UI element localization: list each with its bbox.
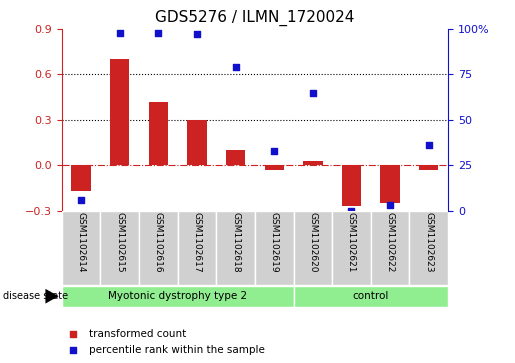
Point — [424, 142, 433, 148]
Text: GSM1102622: GSM1102622 — [386, 212, 394, 272]
Title: GDS5276 / ILMN_1720024: GDS5276 / ILMN_1720024 — [155, 10, 355, 26]
Bar — [62, 211, 100, 285]
Text: GSM1102621: GSM1102621 — [347, 212, 356, 273]
Bar — [62, 286, 294, 307]
Text: transformed count: transformed count — [89, 329, 186, 339]
Text: control: control — [353, 291, 389, 301]
Text: GSM1102618: GSM1102618 — [231, 212, 240, 273]
Text: disease state: disease state — [3, 291, 67, 301]
Point — [193, 32, 201, 37]
Point — [270, 148, 278, 154]
Polygon shape — [45, 289, 59, 303]
Text: Myotonic dystrophy type 2: Myotonic dystrophy type 2 — [108, 291, 247, 301]
Bar — [303, 160, 322, 165]
Bar — [255, 211, 294, 285]
Bar — [110, 59, 129, 165]
Point — [115, 30, 124, 36]
Bar — [419, 165, 438, 170]
Point — [386, 202, 394, 208]
Text: GSM1102614: GSM1102614 — [77, 212, 85, 273]
Text: GSM1102620: GSM1102620 — [308, 212, 317, 273]
Bar — [139, 211, 178, 285]
Bar — [178, 211, 216, 285]
Bar — [265, 165, 284, 170]
Point — [69, 331, 77, 337]
Bar — [409, 211, 448, 285]
Bar — [100, 211, 139, 285]
Point — [309, 90, 317, 95]
Text: GSM1102615: GSM1102615 — [115, 212, 124, 273]
Point — [347, 208, 355, 213]
Text: GSM1102617: GSM1102617 — [193, 212, 201, 273]
Bar — [294, 211, 332, 285]
Bar — [342, 165, 361, 206]
Bar — [149, 102, 168, 165]
Point — [77, 197, 85, 203]
Bar — [294, 286, 448, 307]
Point — [232, 64, 240, 70]
Bar — [332, 211, 371, 285]
Text: GSM1102619: GSM1102619 — [270, 212, 279, 273]
Bar — [216, 211, 255, 285]
Bar — [371, 211, 409, 285]
Bar — [226, 150, 245, 165]
Bar — [187, 120, 207, 165]
Point — [154, 30, 163, 36]
Bar — [381, 165, 400, 203]
Text: percentile rank within the sample: percentile rank within the sample — [89, 345, 265, 355]
Bar — [72, 165, 91, 191]
Point — [69, 347, 77, 353]
Text: GSM1102616: GSM1102616 — [154, 212, 163, 273]
Text: GSM1102623: GSM1102623 — [424, 212, 433, 273]
